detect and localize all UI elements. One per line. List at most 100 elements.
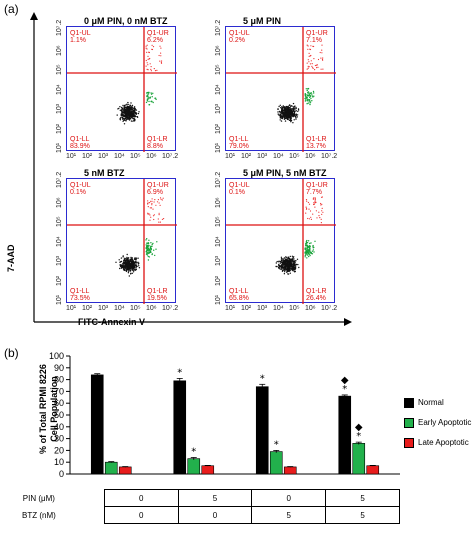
legend-swatch [404,438,414,448]
flow-plot-title: 5 nM BTZ [84,168,125,178]
flow-x-tick: 10³ [98,305,109,312]
legend-swatch [404,418,414,428]
flow-x-tick: 10¹ [66,305,77,312]
bar-early-apoptotic [269,451,283,475]
flow-plot-title: 5 μM PIN [243,16,282,26]
flow-x-tick: 10⁵ [289,305,300,312]
y-tick-label: 20 [54,445,64,455]
significance-mark: * [356,431,361,442]
flow-x-tick: 10⁶ [305,153,316,160]
bar-normal [255,386,269,475]
flow-x-tick: 10⁴ [114,305,125,312]
y-tick-label: 100 [49,351,64,361]
legend-item: Normal [404,398,444,408]
flow-x-tick: 10⁷.2 [321,305,338,312]
quadrant-ur-label: Q1-UR 7.1% [306,30,328,44]
flow-x-tick: 10² [241,305,252,312]
flow-x-tick: 10⁴ [273,153,284,160]
flow-x-tick: 10² [82,305,93,312]
quadrant-lr-label: Q1-LR 13.7% [306,136,327,150]
bar-early-apoptotic [187,458,201,475]
quadrant-ur-label: Q1-UR 7.7% [306,182,328,196]
panel-a-label: (a) [4,2,19,16]
quadrant-ul-label: Q1-UL 0.1% [229,182,250,196]
quadrant-ul-label: Q1-UL 1.1% [70,30,91,44]
conditions-cell: 5 [177,489,253,507]
flow-plot: Q1-UL 1.1% Q1-UR 6.2% Q1-LL 83.9% Q1-LR 8.8… [66,26,177,152]
legend-item: Late Apoptotic [404,438,469,448]
flow-x-tick: 10⁴ [273,305,284,312]
flow-plot: Q1-UL 0.2% Q1-UR 7.1% Q1-LL 79.0% Q1-LR 13.… [225,26,336,152]
flow-x-tick: 10⁴ [114,153,125,160]
flow-x-tick: 10¹ [225,153,236,160]
bar-late-apoptotic [118,466,132,475]
y-tick-label: 70 [54,386,64,396]
significance-mark: * [191,446,196,457]
quadrant-ur-label: Q1-UR 6.2% [147,30,169,44]
flow-x-tick: 10¹ [225,305,236,312]
flow-x-tick: 10⁶ [146,305,157,312]
significance-mark: * [342,384,347,395]
flow-plot-scatter [67,179,177,304]
conditions-row-label: PIN (μM) [22,493,55,503]
flow-x-tick: 10² [241,153,252,160]
flow-x-tick: 10⁶ [146,153,157,160]
quadrant-lr-label: Q1-LR 26.4% [306,288,327,302]
conditions-row: BTZ (nM) 0 0 5 5 [22,506,400,524]
conditions-row: PIN (μM) 0 5 0 5 [23,489,400,507]
conditions-cell: 5 [251,506,327,524]
legend-label: Early Apoptotic [418,418,472,428]
bar-late-apoptotic [201,465,215,475]
significance-mark: ◆ [355,422,363,433]
y-tick-label: 0 [59,469,64,479]
conditions-cell: 5 [325,506,400,524]
legend-label: Normal [418,398,444,408]
y-tick-label: 40 [54,422,64,432]
flow-plot: Q1-UL 0.1% Q1-UR 7.7% Q1-LL 65.8% Q1-LR 26.… [225,178,336,304]
quadrant-ll-label: Q1-LL 65.8% [229,288,249,302]
bar-normal [338,395,352,475]
flow-x-tick: 10⁷.2 [162,305,179,312]
flow-plot-title: 0 μM PIN, 0 nM BTZ [84,16,168,26]
flow-plot: Q1-UL 0.1% Q1-UR 6.9% Q1-LL 73.5% Q1-LR 19.… [66,178,177,304]
quadrant-ll-label: Q1-LL 79.0% [229,136,249,150]
bar-late-apoptotic [366,465,380,475]
flow-x-tick: 10⁵ [130,153,141,160]
conditions-row-label: BTZ (nM) [22,510,56,520]
significance-mark: * [274,439,279,450]
flow-x-tick: 10³ [257,305,268,312]
conditions-cell: 0 [177,506,253,524]
bar-normal [90,374,104,475]
flow-x-tick: 10⁵ [289,153,300,160]
flow-x-tick: 10⁷.2 [321,153,338,160]
flow-x-tick: 10⁵ [130,305,141,312]
flow-plot-scatter [67,27,177,152]
axis-arrows [30,12,352,326]
bar-early-apoptotic [104,461,118,475]
panel-b-label: (b) [4,346,19,360]
quadrant-ur-label: Q1-UR 6.9% [147,182,169,196]
quadrant-lr-label: Q1-LR 8.8% [147,136,168,150]
quadrant-ul-label: Q1-UL 0.1% [70,182,91,196]
legend-swatch [404,398,414,408]
bar-early-apoptotic [352,443,366,475]
flow-x-tick: 10³ [98,153,109,160]
conditions-cell: 0 [103,506,179,524]
chart-y-label: % of Total RPMI 8226 Cell Population [38,364,59,454]
y-tick-label: 10 [54,457,64,467]
quadrant-ul-label: Q1-UL 0.2% [229,30,250,44]
y-tick-label: 60 [54,398,64,408]
y-tick-label: 90 [54,363,64,373]
bar-late-apoptotic [283,466,297,475]
flow-x-tick: 10³ [257,153,268,160]
y-tick-label: 50 [54,410,64,420]
flow-plot-scatter [226,27,336,152]
flow-x-tick: 10⁶ [305,305,316,312]
flow-x-tick: 10² [82,153,93,160]
legend-label: Late Apoptotic [418,438,469,448]
conditions-cell: 5 [325,489,400,507]
y-tick-label: 80 [54,375,64,385]
flow-plot-title: 5 μM PIN, 5 nM BTZ [243,168,327,178]
significance-mark: ◆ [341,375,349,386]
